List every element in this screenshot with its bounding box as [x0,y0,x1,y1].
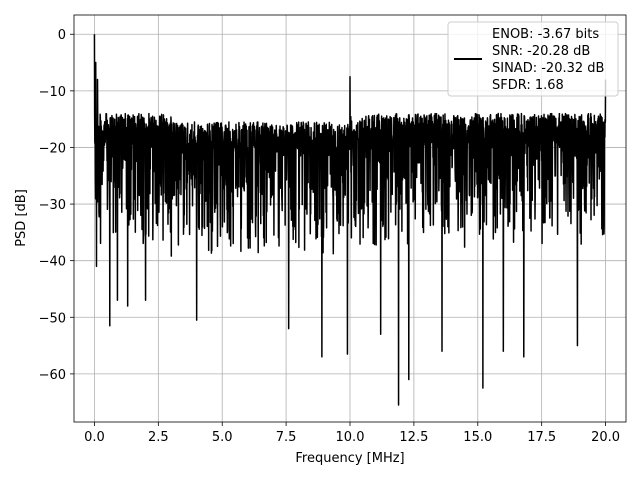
psd-line [93,34,607,406]
x-tick-label: 0.0 [84,430,105,445]
y-axis-ticks: 0 −10 −20 −30 −40 −50 −60 [39,28,74,383]
x-tick-label: 5.0 [212,430,233,445]
y-tick-label: −20 [39,141,66,156]
x-tick-label: 12.5 [399,430,428,445]
legend-line-snr: SNR: -20.28 dB [492,44,590,59]
x-tick-label: 17.5 [527,430,556,445]
legend: ENOB: -3.67 bits SNR: -20.28 dB SINAD: -… [447,21,619,97]
y-tick-label: −30 [39,198,66,213]
x-axis-ticks: 0.0 2.5 5.0 7.5 10.0 12.5 15.0 17.5 20.0 [84,422,620,445]
legend-line-sinad: SINAD: -20.32 dB [492,61,604,76]
x-tick-label: 2.5 [148,430,169,445]
legend-line-sfdr: SFDR: 1.68 [492,78,564,93]
x-tick-label: 10.0 [336,430,365,445]
y-axis-label: PSD [dB] [14,189,29,247]
y-tick-label: −10 [39,85,66,100]
x-axis-label: Frequency [MHz] [295,451,404,466]
legend-box [447,21,619,97]
y-tick-label: 0 [58,28,66,43]
x-tick-label: 7.5 [276,430,297,445]
x-tick-label: 20.0 [591,430,620,445]
y-tick-label: −50 [39,311,66,326]
x-tick-label: 15.0 [463,430,492,445]
y-tick-label: −40 [39,255,66,270]
legend-line-enob: ENOB: -3.67 bits [492,27,599,42]
plot-area [93,34,607,406]
y-tick-label: −60 [39,368,66,383]
